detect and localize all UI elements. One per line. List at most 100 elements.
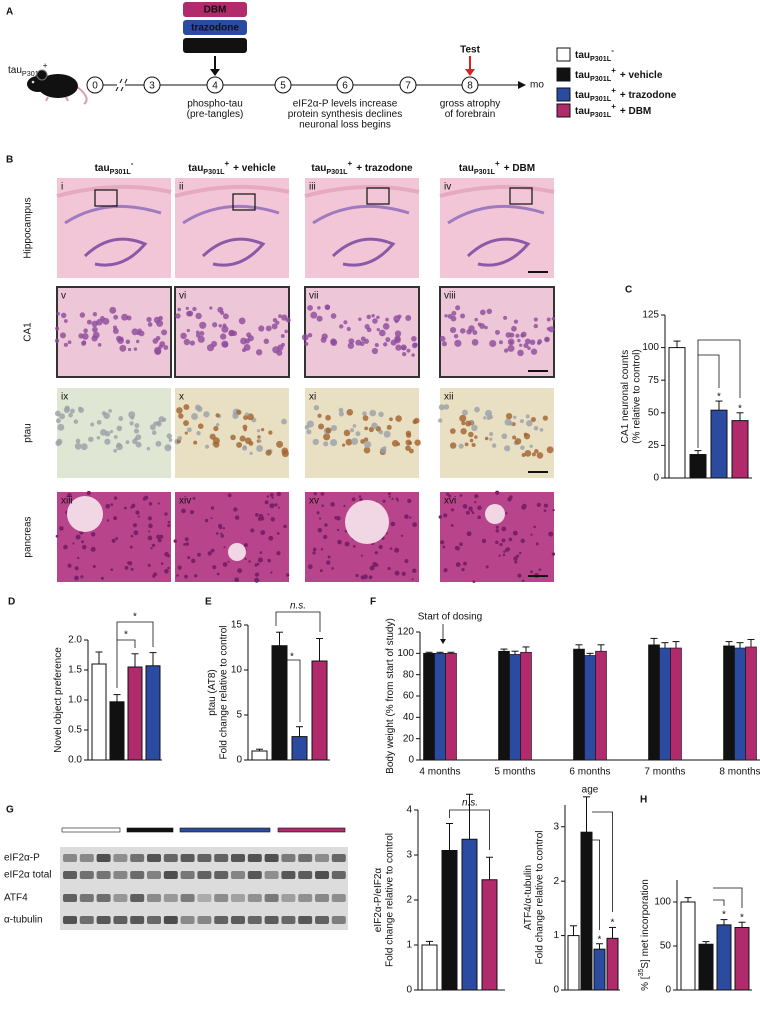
texture — [197, 423, 204, 430]
y-tick-label: 1.5 — [68, 665, 82, 676]
panel-letter: C — [625, 285, 632, 296]
texture — [534, 449, 539, 454]
texture — [529, 444, 533, 448]
texture — [164, 444, 172, 452]
texture — [507, 344, 515, 352]
blot-band — [331, 916, 346, 924]
texture — [447, 313, 453, 319]
micrograph — [174, 286, 291, 378]
texture — [54, 338, 60, 343]
texture — [395, 497, 399, 501]
texture — [81, 540, 85, 544]
x-tick-label: 4 months — [419, 767, 460, 778]
annotation: Start of dosing — [418, 612, 482, 623]
texture — [347, 342, 355, 349]
texture — [99, 316, 105, 321]
arrow-head — [440, 639, 446, 644]
texture — [258, 325, 265, 332]
texture — [401, 351, 407, 357]
texture — [204, 518, 209, 523]
bar — [606, 937, 619, 991]
label-part: tau — [95, 163, 110, 174]
texture — [265, 325, 272, 332]
texture — [90, 546, 96, 552]
blot-band — [163, 854, 178, 862]
y-tick-label: 1 — [406, 940, 412, 951]
blot-band — [281, 916, 296, 924]
y-tick-label: 0 — [653, 473, 659, 484]
micrograph — [56, 178, 172, 278]
texture — [134, 423, 140, 429]
texture — [498, 340, 503, 345]
inset-box — [509, 187, 533, 205]
texture — [518, 551, 522, 555]
label-part: + — [43, 61, 48, 70]
texture — [509, 341, 513, 345]
texture — [164, 512, 168, 516]
texture — [494, 329, 500, 335]
texture — [197, 552, 201, 557]
tissue — [83, 237, 148, 267]
texture — [484, 436, 489, 441]
bracket — [592, 811, 613, 912]
timeline-node — [461, 76, 479, 94]
blot-band — [298, 916, 313, 924]
texture — [259, 551, 263, 554]
texture — [342, 443, 346, 447]
blot-band — [79, 916, 94, 924]
texture — [317, 413, 322, 418]
texture — [521, 579, 525, 583]
bar — [441, 850, 458, 991]
texture — [358, 317, 362, 321]
texture — [79, 312, 86, 318]
label-part: - — [611, 46, 614, 55]
group-bar — [277, 827, 346, 833]
texture — [80, 575, 84, 579]
texture — [530, 348, 538, 355]
texture — [244, 557, 247, 560]
texture — [175, 313, 181, 319]
texture — [371, 422, 378, 429]
y-axis-sublabel: Fold change relative to control — [219, 626, 230, 760]
texture — [125, 440, 130, 445]
y-tick-label: 0.0 — [68, 755, 82, 766]
tissue — [182, 204, 280, 225]
blot-label: eIF2α-P — [4, 853, 40, 864]
bar — [520, 651, 532, 761]
texture — [193, 440, 198, 445]
texture — [527, 346, 531, 350]
texture — [59, 526, 64, 531]
bar — [291, 736, 308, 761]
blot-band — [180, 916, 195, 924]
texture — [514, 438, 522, 445]
texture — [75, 438, 81, 444]
panel-letter: F — [370, 597, 376, 608]
texture — [184, 574, 188, 579]
texture — [234, 577, 239, 583]
texture — [195, 330, 200, 335]
texture — [220, 333, 227, 340]
legend-swatch — [556, 87, 571, 102]
y-tick-label: 3 — [553, 821, 559, 832]
y-tick-label: 0 — [408, 755, 414, 766]
texture — [411, 578, 414, 581]
bar — [423, 653, 435, 761]
texture — [378, 329, 386, 337]
blot-band — [298, 854, 313, 862]
texture — [391, 440, 399, 447]
inset-box — [232, 193, 256, 211]
texture — [448, 494, 452, 498]
islet — [67, 496, 103, 532]
texture — [471, 443, 476, 448]
texture — [222, 562, 228, 567]
texture — [517, 573, 522, 578]
y-axis-sublabel: Fold change relative to control — [535, 831, 546, 965]
texture — [461, 409, 468, 416]
texture — [220, 534, 224, 538]
texture — [249, 451, 253, 455]
bar — [421, 944, 438, 991]
timeline-node — [86, 76, 104, 94]
y-tick-label: 60 — [403, 691, 415, 702]
micrograph — [439, 286, 556, 378]
